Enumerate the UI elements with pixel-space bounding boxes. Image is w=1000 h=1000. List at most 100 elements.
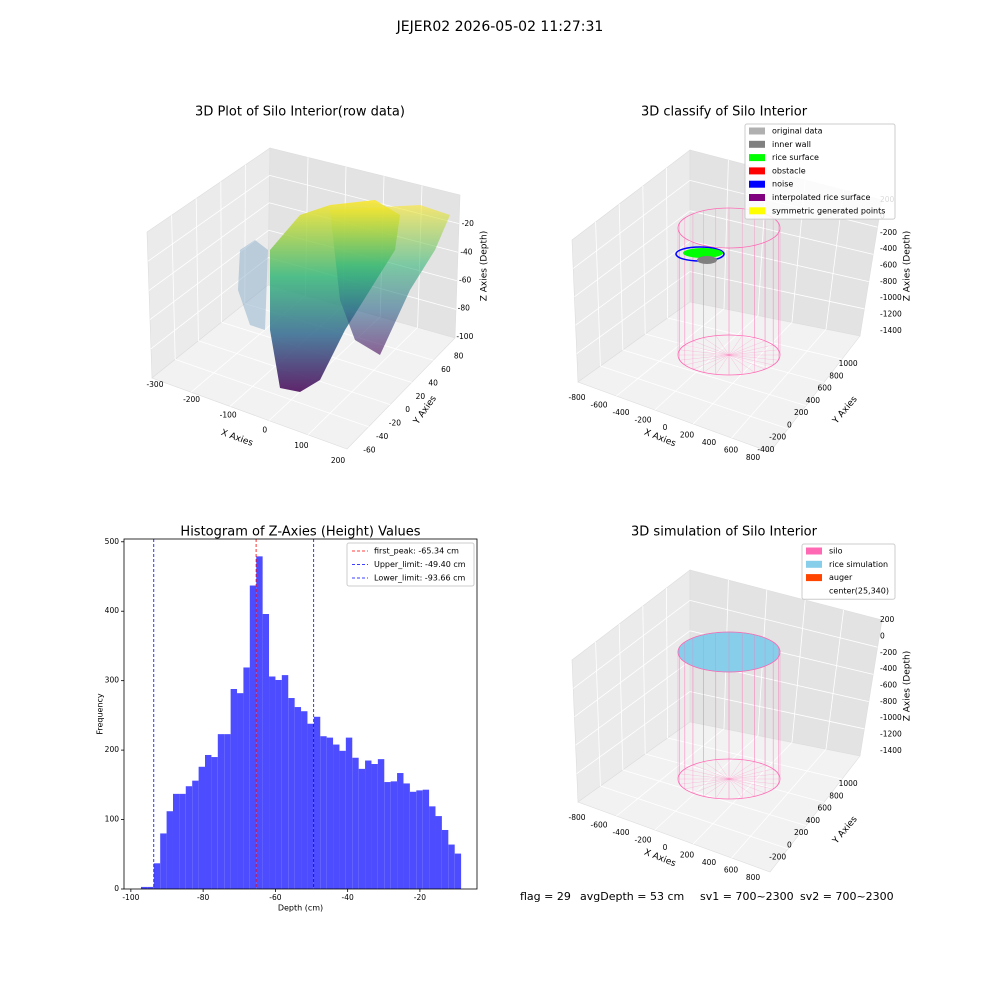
z-tick-label: -1200 bbox=[880, 730, 902, 739]
silo-floor bbox=[715, 354, 730, 375]
bar bbox=[185, 786, 193, 889]
x-tick-label: 100 bbox=[294, 441, 309, 450]
bar bbox=[422, 789, 430, 889]
x-tick-label: -600 bbox=[590, 820, 607, 829]
z-tick-label: -60 bbox=[459, 276, 471, 285]
pane-grid bbox=[692, 742, 793, 845]
panel-title: 3D classify of Silo Interior bbox=[641, 105, 808, 120]
bar bbox=[307, 723, 314, 889]
bar bbox=[403, 783, 410, 889]
pane-grid bbox=[220, 181, 222, 323]
pane-grid bbox=[307, 327, 418, 436]
x-tick-label: -200 bbox=[634, 835, 651, 844]
x-tick-label: -200 bbox=[634, 415, 651, 424]
bar bbox=[269, 676, 276, 889]
y-tick-label: -200 bbox=[769, 433, 786, 442]
z-tick-label: -200 bbox=[880, 648, 897, 657]
pane-grid bbox=[654, 315, 759, 411]
bar bbox=[217, 734, 225, 889]
silo-floor bbox=[728, 778, 774, 790]
silo-floor bbox=[728, 778, 743, 799]
silo-floor bbox=[728, 354, 755, 373]
bar bbox=[409, 791, 417, 889]
x-tick-label: -100 bbox=[220, 410, 237, 419]
suptitle: JEJER02 2026-05-02 11:27:31 bbox=[396, 19, 604, 35]
rice-points bbox=[683, 248, 723, 258]
z-tick-label: 0 bbox=[880, 632, 885, 641]
bar bbox=[313, 716, 321, 889]
silo-floor bbox=[679, 778, 730, 785]
z-tick-label: -800 bbox=[880, 697, 897, 706]
x-axis-label: Depth (cm) bbox=[278, 904, 323, 913]
y-tick-label: 200 bbox=[794, 408, 809, 417]
y-tick-label: 200 bbox=[105, 745, 120, 754]
silo-floor bbox=[728, 778, 766, 794]
silo-floor bbox=[728, 340, 766, 356]
x-tick-label: 400 bbox=[702, 858, 717, 867]
pane-grid bbox=[572, 600, 691, 689]
x-tick-label: 200 bbox=[331, 456, 346, 465]
bar bbox=[160, 833, 167, 889]
bar bbox=[448, 844, 455, 889]
z-axis-label: Z Axies (Depth) bbox=[903, 231, 913, 302]
z-tick-label: -400 bbox=[880, 664, 897, 673]
bar bbox=[377, 759, 385, 889]
z-axis-label: Z Axies (Depth) bbox=[480, 231, 490, 302]
pane-grid bbox=[667, 317, 843, 360]
z-tick-label: -80 bbox=[458, 304, 470, 313]
panel-title: Histogram of Z-Axies (Height) Values bbox=[180, 525, 420, 540]
y-tick-label: 1000 bbox=[839, 779, 858, 788]
silo-floor bbox=[684, 768, 730, 780]
silo-floor bbox=[728, 761, 755, 780]
x-tick-label: -20 bbox=[414, 893, 426, 902]
silo-floor bbox=[728, 344, 774, 356]
z-tick-label: -1000 bbox=[880, 293, 902, 302]
z-tick-label: -40 bbox=[460, 247, 472, 256]
pane-grid bbox=[692, 322, 793, 425]
bar bbox=[416, 790, 423, 889]
pane-grid bbox=[642, 605, 646, 755]
y-tick-label: 40 bbox=[428, 378, 438, 387]
silo-floor bbox=[715, 759, 730, 780]
x-tick-label: 800 bbox=[746, 453, 761, 462]
legend-label: inner wall bbox=[772, 140, 811, 149]
y-tick-label: 20 bbox=[416, 392, 426, 401]
x-tick-label: 0 bbox=[663, 843, 668, 852]
bar bbox=[435, 816, 442, 889]
bar bbox=[237, 693, 244, 889]
status-text: avgDepth = 53 cm bbox=[580, 890, 684, 903]
silo-floor bbox=[728, 335, 743, 356]
x-tick-label: 400 bbox=[702, 438, 717, 447]
silo-floor bbox=[684, 344, 730, 356]
z-tick-label: -600 bbox=[880, 261, 897, 270]
silo-floor bbox=[728, 759, 743, 780]
pane-grid bbox=[618, 623, 624, 771]
bar bbox=[262, 614, 270, 889]
bar bbox=[429, 806, 436, 889]
pane-grid bbox=[689, 271, 865, 310]
z-tick-label: -200 bbox=[880, 228, 897, 237]
bar bbox=[384, 782, 391, 889]
x-tick-label: 600 bbox=[724, 866, 739, 875]
pane-grid bbox=[147, 175, 270, 262]
bar bbox=[249, 585, 257, 889]
x-tick-label: -100 bbox=[122, 893, 139, 902]
z-tick-label: -1200 bbox=[880, 310, 902, 319]
z-axis-label: Z Axies (Depth) bbox=[903, 651, 913, 722]
status-text: sv1 = 700~2300 bbox=[700, 890, 794, 903]
x-tick-label: -800 bbox=[568, 393, 585, 402]
wall-points bbox=[697, 256, 717, 264]
pane-grid bbox=[171, 215, 176, 360]
bar bbox=[275, 679, 282, 889]
bar bbox=[256, 556, 263, 889]
pane-grid bbox=[150, 257, 269, 350]
bar bbox=[224, 734, 231, 889]
x-tick-label: 0 bbox=[262, 426, 267, 435]
pane-grid bbox=[572, 180, 691, 269]
silo-floor bbox=[728, 778, 755, 797]
y-axis-label: Frequency bbox=[96, 693, 105, 735]
x-tick-label: -800 bbox=[568, 813, 585, 822]
bar bbox=[205, 754, 212, 889]
bar bbox=[358, 768, 366, 889]
